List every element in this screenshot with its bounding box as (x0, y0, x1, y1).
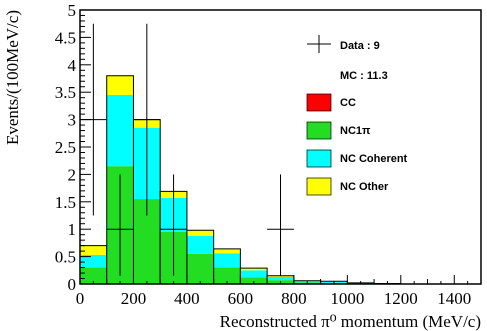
bar-nc-coherent-0 (80, 254, 107, 268)
bar-outline-5 (213, 248, 241, 284)
y-tick-label-3-5: 3.5 (55, 83, 76, 102)
bar-nc-coherent-4 (186, 235, 214, 254)
bar-nc-other-6 (240, 268, 268, 271)
y-tick-label-2-5: 2.5 (55, 138, 76, 157)
y-tick-label-0: 0 (68, 275, 77, 294)
x-axis-ticks: 0 200 400 600 800 1000 1200 1400 (76, 275, 482, 308)
x-tick-label-1200: 1200 (384, 289, 418, 308)
bar-nc1--6 (240, 277, 268, 284)
y-tick-label-1: 1 (68, 220, 77, 239)
bar-nc-other-1 (106, 75, 134, 95)
bar-nc-other-0 (80, 245, 107, 255)
legend-swatch-1 (306, 121, 332, 140)
x-tick-label-600: 600 (228, 289, 254, 308)
bar-nc1--0 (80, 267, 107, 284)
legend-data-marker (307, 35, 331, 53)
bar-nc1--4 (186, 253, 214, 284)
y-axis-title: Events/(100MeV/c) (3, 10, 22, 145)
x-tick-label-400: 400 (174, 289, 200, 308)
bar-nc-coherent-5 (213, 253, 241, 268)
bar-nc-coherent-6 (240, 270, 268, 278)
legend-label-0: CC (340, 97, 356, 109)
y-tick-label-3: 3 (68, 111, 77, 130)
legend-mc-label: MC : 11.3 (340, 70, 388, 82)
bar-nc-other-5 (213, 248, 241, 254)
legend-label-1: NC1π (340, 125, 371, 137)
y-axis-ticks: 0 0.5 1 1.5 2 2.5 3 3.5 4 4.5 5 (55, 1, 91, 294)
legend-entries: CC NC1π NC Coherent NC Other (306, 93, 408, 196)
x-tick-label-1400: 1400 (437, 289, 471, 308)
data-points (80, 23, 294, 276)
bar-nc-coherent-7 (267, 276, 294, 281)
x-axis-title: Reconstructed π⁰ momentum (MeV/c) (220, 312, 481, 331)
bar-nc-other-4 (186, 230, 214, 236)
y-tick-label-1-5: 1.5 (55, 193, 76, 212)
legend: Data : 9 MC : 11.3 CC NC1π NC Coherent NC O… (306, 35, 408, 196)
x-tick-label-0: 0 (76, 289, 85, 308)
y-tick-label-5: 5 (68, 1, 77, 20)
legend-swatch-0 (306, 93, 332, 112)
bar-nc1--5 (213, 267, 241, 284)
legend-label-2: NC Coherent (340, 153, 408, 165)
y-tick-label-0-5: 0.5 (55, 248, 76, 267)
y-tick-label-2: 2 (68, 165, 77, 184)
x-tick-label-200: 200 (121, 289, 147, 308)
legend-swatch-2 (306, 149, 332, 168)
bar-nc-other-7 (267, 275, 294, 277)
legend-data-label: Data : 9 (340, 40, 380, 52)
x-tick-label-1000: 1000 (330, 289, 364, 308)
y-tick-label-4: 4 (68, 56, 77, 75)
legend-label-3: NC Other (340, 181, 389, 193)
x-tick-label-800: 800 (281, 289, 307, 308)
legend-swatch-3 (306, 177, 332, 196)
bar-nc-coherent-1 (106, 94, 134, 167)
y-tick-label-4-5: 4.5 (55, 28, 76, 47)
